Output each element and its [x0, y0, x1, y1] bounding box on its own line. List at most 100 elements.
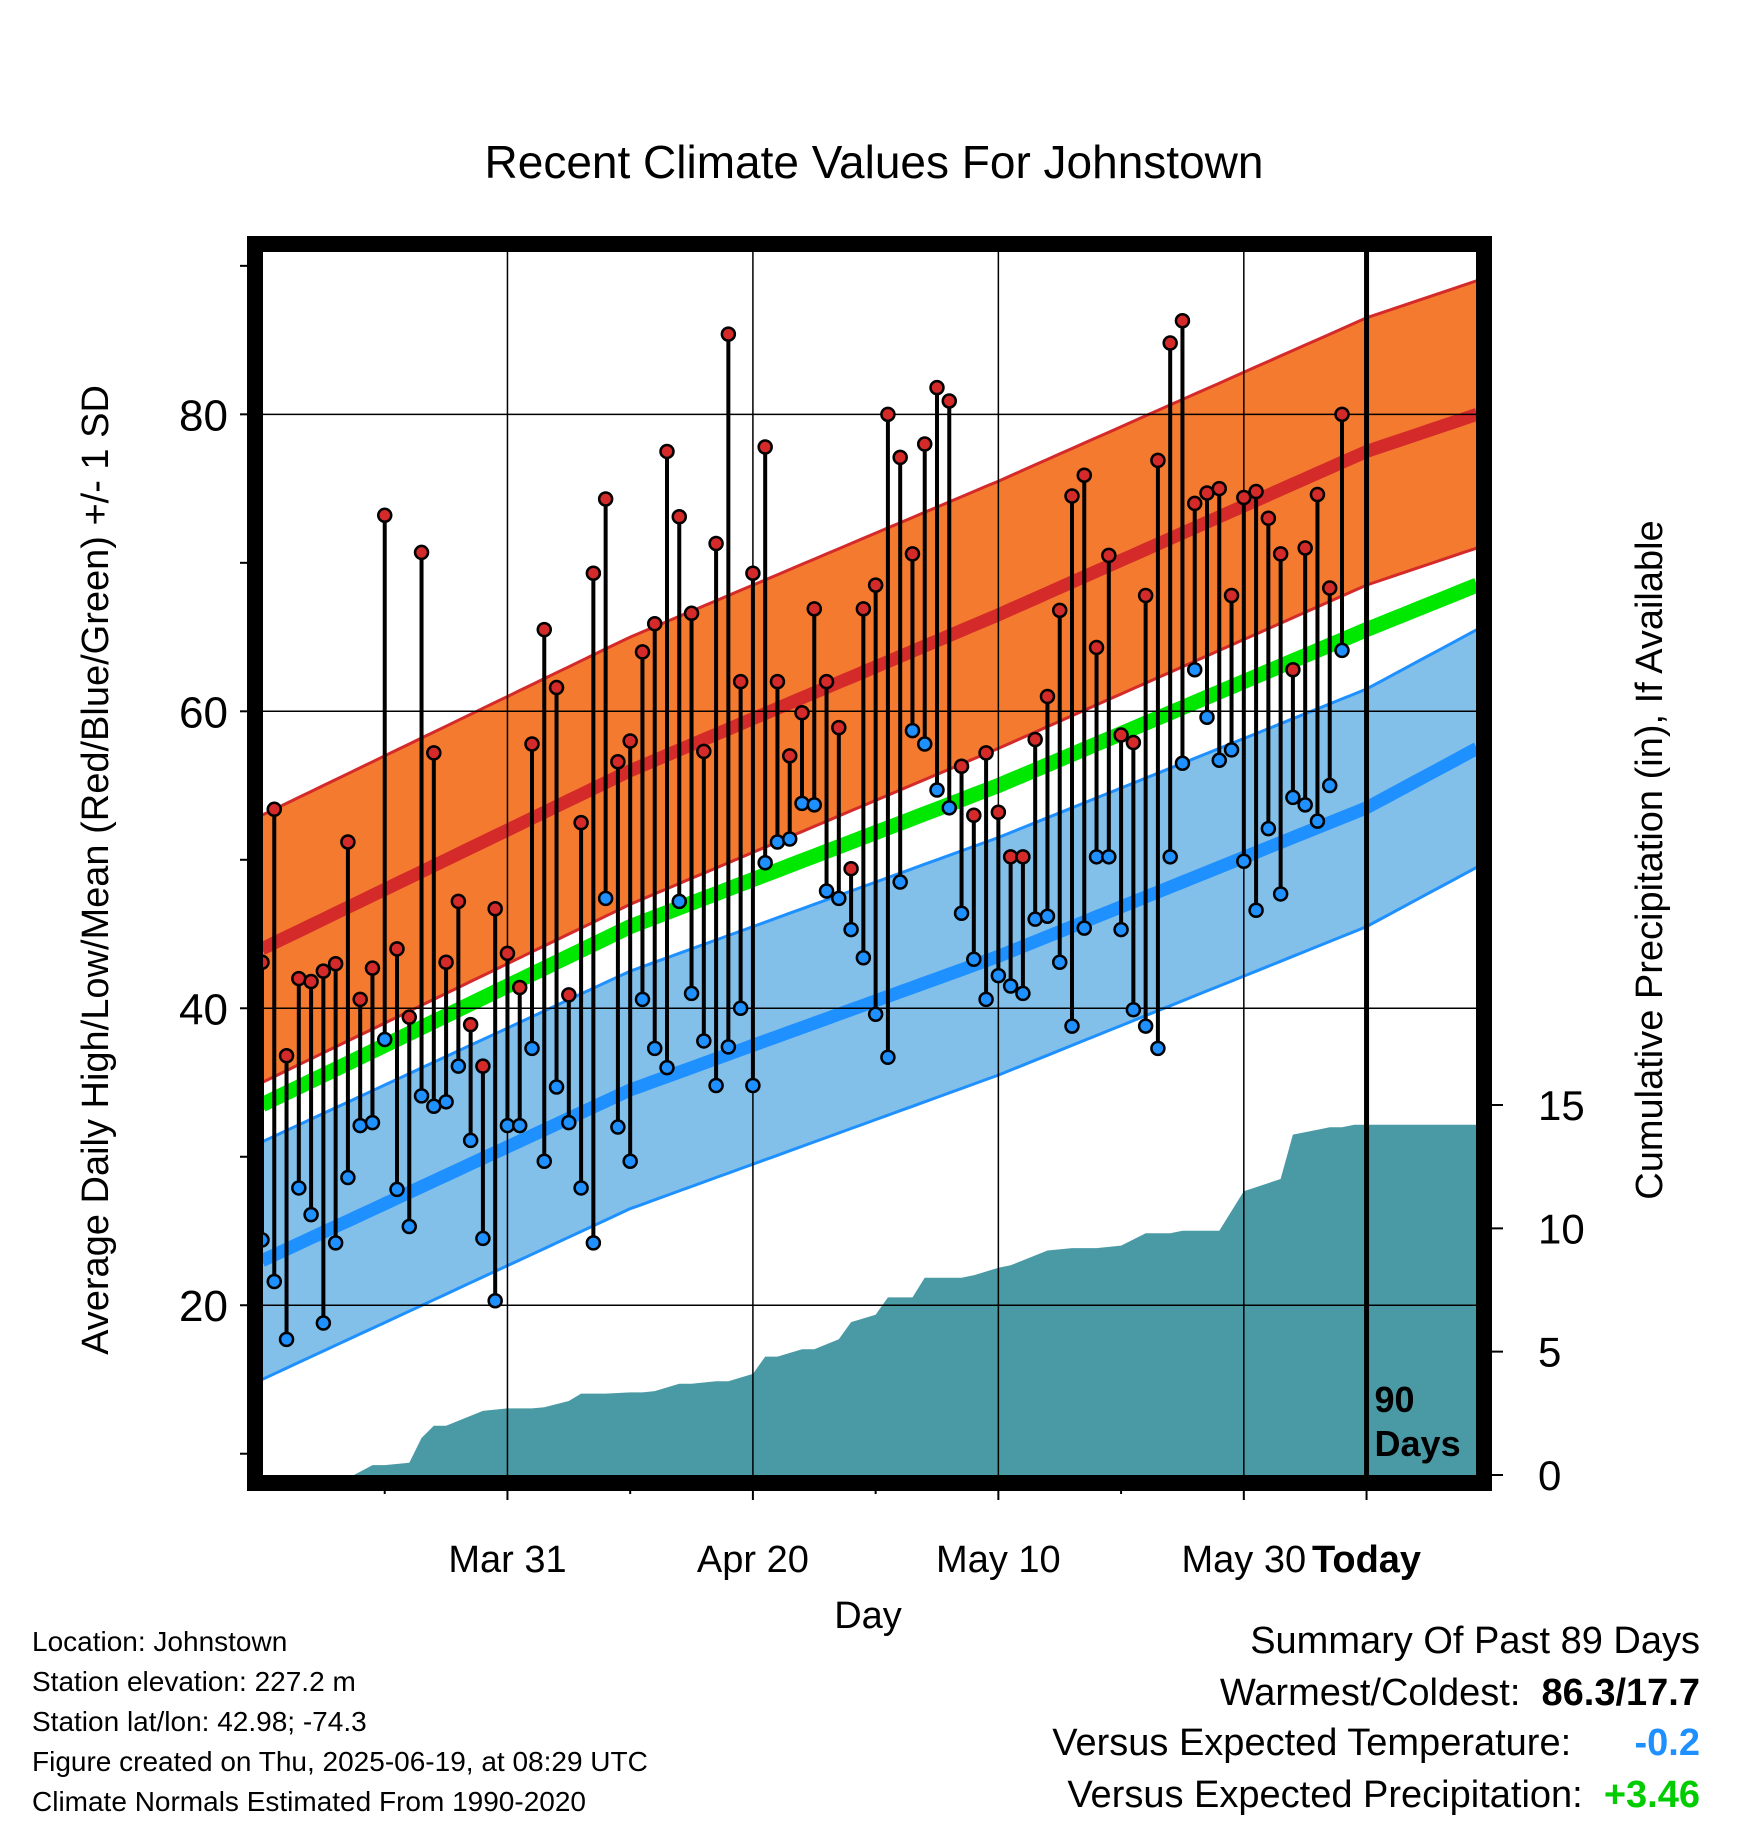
- obs-low-point: [511, 1117, 528, 1134]
- obs-low-point: [794, 795, 810, 812]
- obs-high-point: [303, 973, 319, 990]
- today-label-line1: 90: [1375, 1379, 1415, 1420]
- obs-low-point: [671, 893, 688, 910]
- obs-high-point: [413, 544, 430, 561]
- info-latlon: Station lat/lon: 42.98; -74.3: [32, 1706, 367, 1737]
- obs-low-point: [376, 1031, 393, 1048]
- obs-low-point: [352, 1117, 368, 1134]
- obs-high-point: [266, 801, 283, 818]
- y2-axis-label: Cumulative Precipitation (in), If Availa…: [1629, 520, 1671, 1199]
- obs-high-point: [1113, 727, 1129, 743]
- obs-high-point: [1150, 452, 1166, 469]
- summary-precip-row: Versus Expected Precipitation: +3.46: [1067, 1774, 1700, 1817]
- obs-low-point: [941, 800, 958, 816]
- obs-low-point: [327, 1235, 344, 1251]
- obs-low-point: [855, 950, 872, 966]
- y-tick-label: 60: [179, 688, 228, 737]
- obs-high-point: [561, 987, 577, 1003]
- obs-low-point: [683, 985, 700, 1002]
- obs-high-point: [1211, 480, 1228, 497]
- obs-low-point: [1174, 755, 1191, 772]
- obs-low-point: [818, 883, 835, 899]
- obs-low-point: [720, 1039, 737, 1055]
- obs-low-point: [634, 991, 651, 1008]
- x-tick-label: Mar 31: [448, 1539, 566, 1581]
- obs-high-point: [389, 941, 405, 957]
- obs-high-point: [941, 393, 958, 409]
- info-elevation: Station elevation: 227.2 m: [32, 1666, 356, 1697]
- obs-high-point: [1101, 547, 1117, 564]
- info-location: Location: Johnstown: [32, 1626, 288, 1657]
- obs-high-point: [475, 1058, 491, 1074]
- obs-low-point: [548, 1079, 565, 1095]
- summary-title: Summary Of Past 89 Days: [1250, 1620, 1700, 1662]
- summary-warmest-label: Warmest/Coldest:: [1219, 1672, 1521, 1714]
- obs-high-point: [732, 673, 749, 690]
- summary-warmest-value: 86.3/17.7: [1541, 1672, 1700, 1714]
- low-sd-band-upper-edge: [262, 628, 1477, 1144]
- obs-high-point: [262, 954, 270, 970]
- obs-low-point: [1297, 797, 1313, 813]
- obs-low-point: [1321, 777, 1338, 794]
- obs-low-point: [340, 1169, 356, 1186]
- x-tick-label: May 10: [936, 1539, 1061, 1581]
- x-tick-label: May 30: [1182, 1539, 1307, 1581]
- obs-high-point: [291, 970, 307, 987]
- obs-high-point: [1076, 467, 1093, 483]
- obs-low-point: [450, 1058, 467, 1074]
- obs-low-point: [585, 1235, 602, 1251]
- high-sd-band-upper-edge: [262, 279, 1477, 817]
- obs-low-point: [831, 890, 847, 907]
- obs-high-point: [1051, 602, 1068, 619]
- obs-high-point: [916, 436, 933, 452]
- obs-high-point: [781, 748, 798, 764]
- obs-low-point: [487, 1293, 503, 1309]
- obs-low-point: [303, 1206, 319, 1223]
- obs-low-point: [1248, 902, 1264, 919]
- x-axis-label: Day: [834, 1595, 902, 1637]
- obs-low-point: [978, 991, 994, 1008]
- obs-high-point: [536, 621, 553, 638]
- obs-high-point: [1088, 639, 1105, 656]
- obs-low-point: [745, 1077, 761, 1094]
- info-normals: Climate Normals Estimated From 1990-2020: [32, 1786, 586, 1817]
- obs-high-point: [1039, 688, 1056, 705]
- obs-high-point: [450, 893, 467, 910]
- obs-high-point: [622, 733, 638, 749]
- chart-title: Recent Climate Values For Johnstown: [485, 136, 1264, 188]
- obs-high-point: [683, 605, 700, 622]
- obs-low-point: [1039, 908, 1056, 924]
- y2-tick-label: 0: [1538, 1452, 1561, 1499]
- obs-high-point: [548, 679, 565, 696]
- obs-low-point: [708, 1077, 724, 1094]
- obs-high-point: [585, 565, 602, 581]
- obs-low-point: [1125, 1002, 1142, 1018]
- obs-high-point: [867, 577, 884, 593]
- summary-temp-row: Versus Expected Temperature: -0.2: [1052, 1722, 1700, 1765]
- obs-low-point: [904, 722, 921, 739]
- obs-high-point: [597, 491, 614, 507]
- high-sd-band-lower-edge: [262, 546, 1477, 1084]
- obs-low-point: [732, 1000, 749, 1017]
- obs-low-point: [843, 921, 859, 938]
- station-info: Location: Johnstown Station elevation: 2…: [32, 1622, 648, 1822]
- obs-high-point: [646, 615, 663, 632]
- obs-low-point: [610, 1119, 626, 1135]
- y-axis-label: Average Daily High/Low/Mean (Red/Blue/Gr…: [75, 385, 117, 1355]
- obs-low-point: [757, 855, 773, 871]
- obs-high-point: [1174, 313, 1191, 329]
- obs-low-point: [266, 1273, 283, 1290]
- obs-low-point: [892, 874, 908, 890]
- obs-high-point: [806, 601, 823, 617]
- obs-low-point: [1002, 978, 1019, 994]
- obs-high-point: [1260, 510, 1277, 527]
- y-tick-label: 40: [179, 985, 228, 1034]
- obs-low-point: [597, 890, 614, 907]
- obs-high-point: [1321, 580, 1338, 596]
- obs-low-point: [990, 967, 1007, 984]
- obs-low-point: [1260, 820, 1277, 837]
- obs-low-point: [622, 1153, 638, 1169]
- obs-high-point: [892, 449, 908, 466]
- obs-low-point: [413, 1088, 430, 1104]
- obs-low-point: [769, 834, 786, 850]
